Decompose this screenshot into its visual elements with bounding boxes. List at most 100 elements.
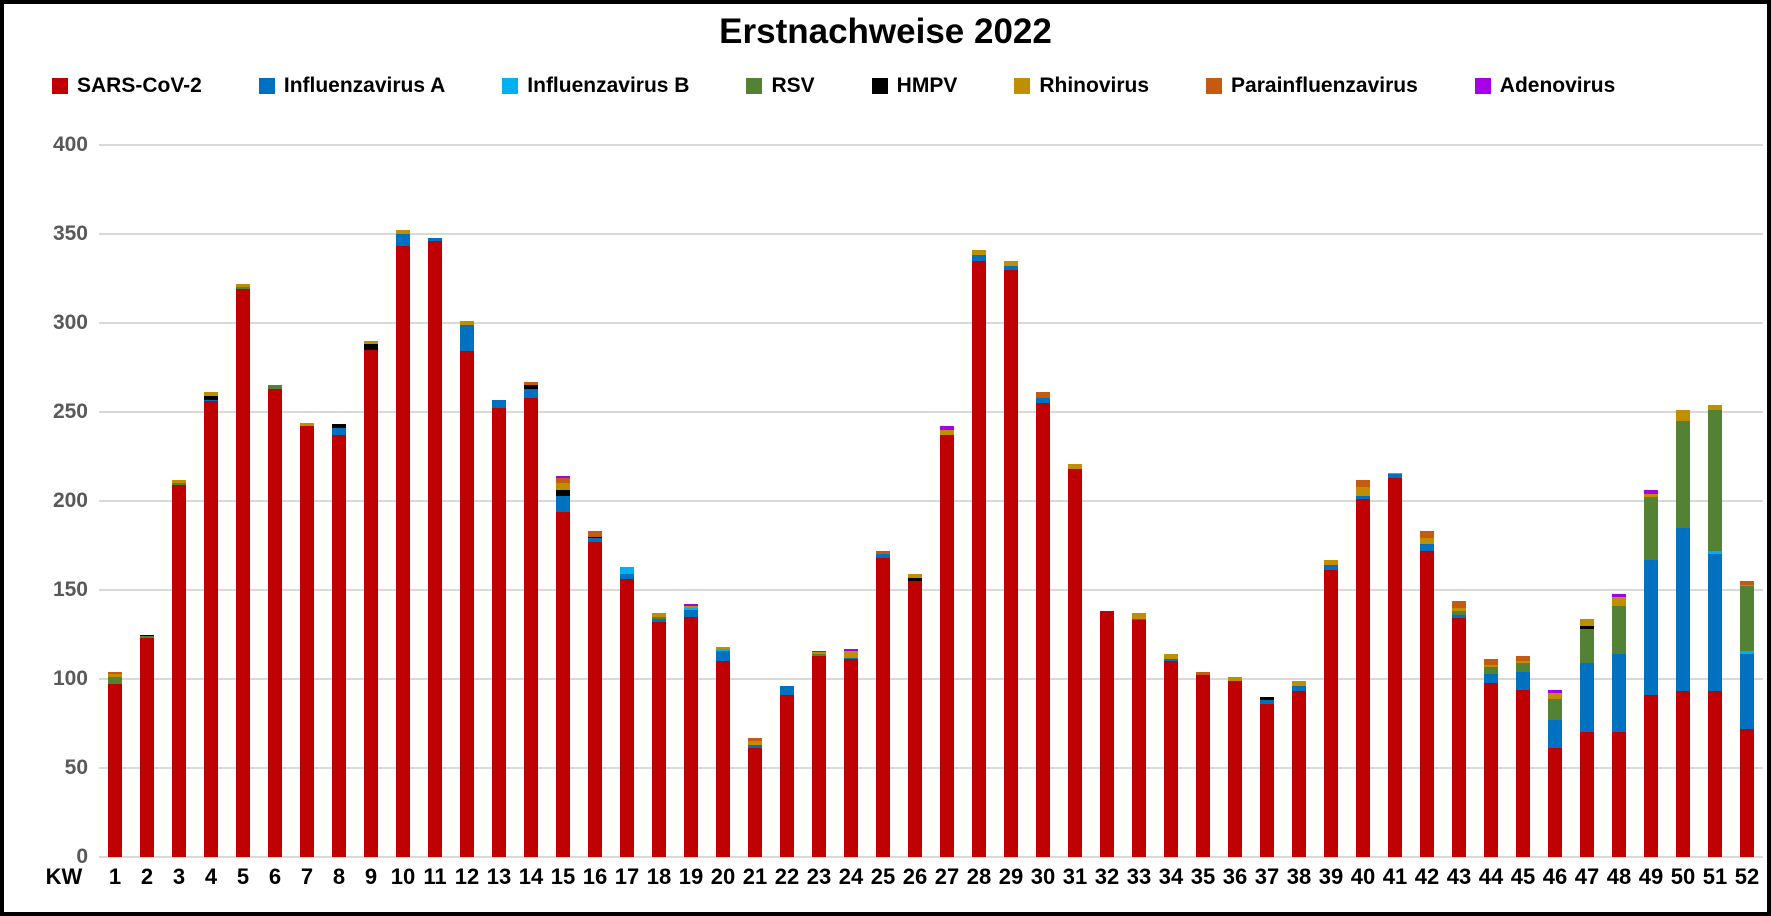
bar-segment-rhinovirus <box>1483 664 1499 667</box>
stacked-bar <box>523 381 539 857</box>
bar-segment-rsv <box>1707 410 1723 551</box>
bar-segment-rhinovirus <box>1163 654 1179 660</box>
bar-segment-rhinovirus <box>1739 584 1755 587</box>
bar-segment-influenzavirus-b <box>1739 650 1755 655</box>
stacked-bar <box>235 283 251 857</box>
stacked-bar <box>1611 593 1627 857</box>
legend-label: HMPV <box>896 74 958 97</box>
legend-label: Influenzavirus A <box>283 74 446 97</box>
bar-segment-sars-cov-2 <box>1227 680 1243 857</box>
bar-segment-rhinovirus <box>939 429 955 436</box>
bar-segment-adenovirus <box>939 426 955 430</box>
legend-item-rsv: RSV <box>746 74 815 98</box>
bar-segment-hmpv <box>1579 625 1595 630</box>
bar-kw-19 <box>675 145 707 857</box>
x-tick-label: 31 <box>1062 864 1088 889</box>
bar-segment-rhinovirus <box>363 340 379 345</box>
bar-segment-parainfluenzavirus <box>875 550 891 555</box>
bar-segment-parainfluenzavirus <box>747 737 763 742</box>
bar-segment-rhinovirus <box>1291 680 1307 687</box>
bar-segment-rsv <box>811 654 827 656</box>
bar-segment-rhinovirus <box>683 606 699 608</box>
bar-segment-influenzavirus-a <box>1675 527 1691 692</box>
legend-item-influenzavirus-b: Influenzavirus B <box>502 74 689 98</box>
bar-segment-parainfluenzavirus <box>1419 531 1435 539</box>
bar-segment-influenzavirus-a <box>1739 654 1755 729</box>
bar-kw-37 <box>1251 145 1283 857</box>
x-tick-label: 50 <box>1670 864 1696 889</box>
bar-kw-32 <box>1091 145 1123 857</box>
bar-segment-influenzavirus-a <box>1547 719 1563 749</box>
x-tick-label: 40 <box>1350 864 1376 889</box>
gridline <box>99 589 1763 591</box>
stacked-bar <box>1643 490 1659 857</box>
legend-item-adenovirus: Adenovirus <box>1474 74 1615 98</box>
bar-segment-influenzavirus-a <box>779 686 795 696</box>
bar-segment-rhinovirus <box>1387 472 1403 475</box>
bar-segment-influenzavirus-a <box>1579 663 1595 733</box>
bar-kw-38 <box>1283 145 1315 857</box>
bar-segment-sars-cov-2 <box>203 401 219 857</box>
stacked-bar <box>587 531 603 857</box>
bar-segment-sars-cov-2 <box>1003 269 1019 857</box>
stacked-bar <box>1195 671 1211 857</box>
bar-segment-influenzavirus-a <box>331 428 347 436</box>
y-tick-label: 350 <box>52 222 88 245</box>
bar-segment-influenzavirus-a <box>1611 654 1627 733</box>
bar-kw-22 <box>771 145 803 857</box>
stacked-bar <box>811 650 827 857</box>
bar-segment-influenzavirus-a <box>427 237 443 242</box>
bar-kw-12 <box>451 145 483 857</box>
stacked-bar <box>843 648 859 857</box>
stacked-bar <box>427 237 443 857</box>
x-tick-label: 45 <box>1510 864 1536 889</box>
x-tick-label: 46 <box>1542 864 1568 889</box>
bar-kw-25 <box>867 145 899 857</box>
bar-segment-sars-cov-2 <box>843 659 859 857</box>
bar-kw-46 <box>1539 145 1571 857</box>
bar-segment-sars-cov-2 <box>779 695 795 857</box>
bar-kw-39 <box>1315 145 1347 857</box>
stacked-bar <box>331 424 347 857</box>
bar-segment-influenzavirus-a <box>1707 554 1723 692</box>
stacked-bar <box>779 686 795 857</box>
x-tick-label: 14 <box>518 864 544 889</box>
bar-segment-rhinovirus <box>1419 538 1435 544</box>
stacked-bar <box>1035 392 1051 857</box>
bar-segment-sars-cov-2 <box>619 579 635 857</box>
bar-kw-26 <box>899 145 931 857</box>
bar-segment-sars-cov-2 <box>1259 703 1275 857</box>
bar-segment-influenzavirus-b <box>1707 550 1723 555</box>
legend-item-influenzavirus-a: Influenzavirus A <box>258 74 446 98</box>
bar-segment-influenzavirus-a <box>619 574 635 580</box>
x-tick-label: 20 <box>710 864 736 889</box>
bar-segment-sars-cov-2 <box>1355 499 1371 857</box>
y-tick-label: 400 <box>52 133 88 156</box>
x-tick-label: 15 <box>550 864 576 889</box>
y-tick-label: 100 <box>52 667 88 690</box>
bar-segment-sars-cov-2 <box>1323 570 1339 857</box>
bar-kw-23 <box>803 145 835 857</box>
bar-segment-rhinovirus <box>715 647 731 649</box>
bar-kw-17 <box>611 145 643 857</box>
bar-segment-rhinovirus <box>1547 693 1563 699</box>
bar-segment-influenzavirus-a <box>1483 673 1499 683</box>
bar-segment-rsv <box>1739 586 1755 651</box>
stacked-bar <box>363 340 379 857</box>
bar-segment-sars-cov-2 <box>1483 682 1499 857</box>
bar-segment-rsv <box>1451 611 1467 615</box>
x-tick-label: 47 <box>1574 864 1600 889</box>
bar-segment-hmpv <box>555 490 571 496</box>
legend-swatch-icon <box>1014 78 1031 94</box>
bar-kw-27 <box>931 145 963 857</box>
bar-segment-influenzavirus-a <box>1323 565 1339 571</box>
bar-segment-rhinovirus <box>843 650 859 658</box>
bar-kw-28 <box>963 145 995 857</box>
bar-segment-parainfluenzavirus <box>1515 655 1531 662</box>
bar-segment-influenzavirus-a <box>843 657 859 660</box>
bar-kw-52 <box>1731 145 1763 857</box>
x-tick-label: 32 <box>1094 864 1120 889</box>
stacked-bar <box>1227 677 1243 857</box>
bar-kw-41 <box>1379 145 1411 857</box>
bar-segment-sars-cov-2 <box>875 557 891 857</box>
